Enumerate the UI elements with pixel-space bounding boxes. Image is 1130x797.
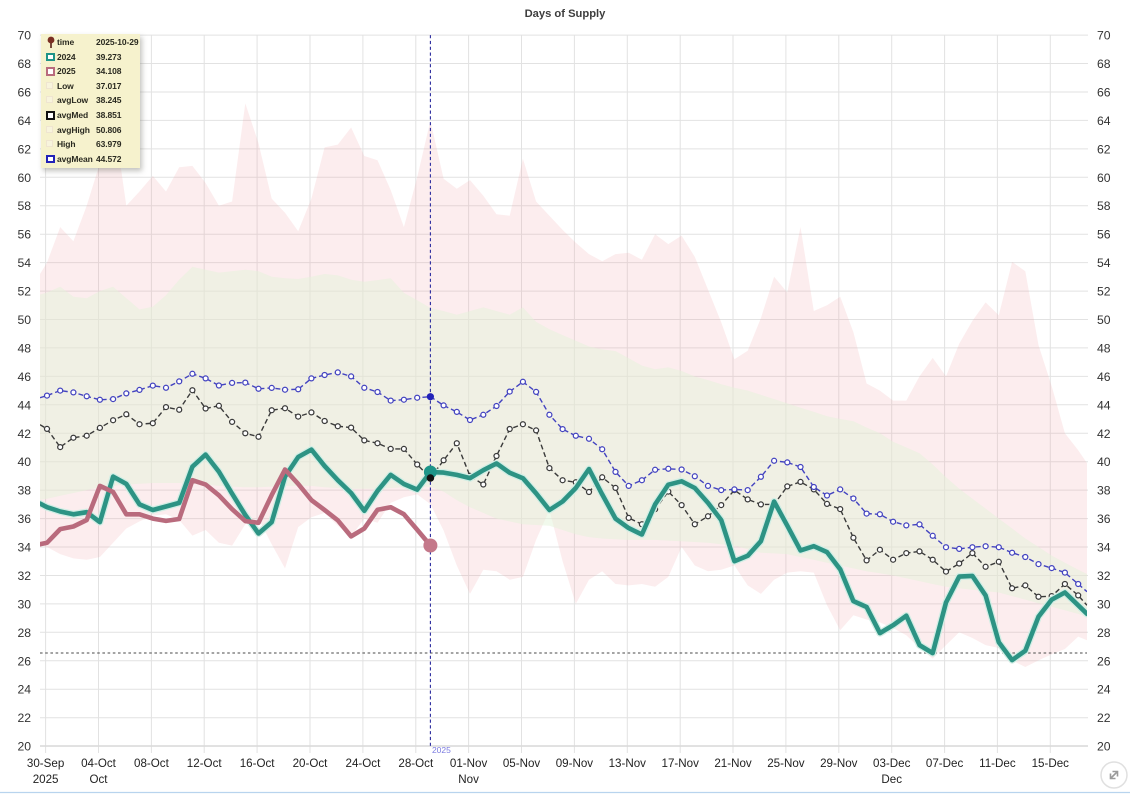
svg-text:20-Oct: 20-Oct — [293, 757, 329, 770]
svg-text:50: 50 — [17, 313, 31, 327]
svg-text:Nov: Nov — [458, 773, 479, 786]
svg-text:30: 30 — [1097, 597, 1111, 611]
svg-text:44: 44 — [17, 398, 31, 412]
svg-text:34: 34 — [17, 541, 31, 555]
svg-text:62: 62 — [17, 142, 31, 156]
svg-text:34: 34 — [1097, 541, 1111, 555]
svg-text:50: 50 — [1097, 313, 1111, 327]
svg-text:52: 52 — [1097, 285, 1111, 299]
svg-text:22: 22 — [1097, 711, 1111, 725]
svg-text:60: 60 — [1097, 171, 1111, 185]
svg-text:26: 26 — [17, 654, 31, 668]
svg-text:58: 58 — [1097, 199, 1111, 213]
svg-text:12-Oct: 12-Oct — [187, 757, 223, 770]
svg-text:2025: 2025 — [432, 745, 451, 755]
svg-text:64: 64 — [17, 114, 31, 128]
svg-text:03-Dec: 03-Dec — [873, 757, 911, 770]
svg-text:20: 20 — [17, 740, 31, 754]
svg-text:38: 38 — [1097, 484, 1111, 498]
svg-text:46: 46 — [17, 370, 31, 384]
svg-text:70: 70 — [17, 29, 31, 43]
svg-text:16-Oct: 16-Oct — [240, 757, 276, 770]
svg-text:24-Oct: 24-Oct — [346, 757, 382, 770]
svg-text:62: 62 — [1097, 142, 1111, 156]
svg-text:30-Sep: 30-Sep — [27, 757, 64, 770]
svg-text:70: 70 — [1097, 29, 1111, 43]
svg-text:20: 20 — [1097, 740, 1111, 754]
svg-text:60: 60 — [17, 171, 31, 185]
svg-text:07-Dec: 07-Dec — [926, 757, 964, 770]
svg-text:32: 32 — [17, 569, 31, 583]
svg-text:08-Oct: 08-Oct — [134, 757, 170, 770]
svg-text:17-Nov: 17-Nov — [662, 757, 700, 770]
svg-text:25-Nov: 25-Nov — [767, 757, 805, 770]
svg-text:42: 42 — [1097, 427, 1111, 441]
svg-text:66: 66 — [1097, 86, 1111, 100]
svg-text:68: 68 — [17, 57, 31, 71]
svg-text:Dec: Dec — [881, 773, 902, 786]
svg-text:21-Nov: 21-Nov — [714, 757, 752, 770]
svg-text:2025: 2025 — [33, 773, 59, 786]
svg-text:13-Nov: 13-Nov — [609, 757, 647, 770]
svg-text:09-Nov: 09-Nov — [556, 757, 594, 770]
svg-text:38: 38 — [17, 484, 31, 498]
svg-text:52: 52 — [17, 285, 31, 299]
svg-text:11-Dec: 11-Dec — [979, 757, 1016, 770]
svg-text:05-Nov: 05-Nov — [503, 757, 541, 770]
svg-text:22: 22 — [17, 711, 31, 725]
svg-text:54: 54 — [1097, 256, 1111, 270]
svg-text:44: 44 — [1097, 398, 1111, 412]
svg-text:28-Oct: 28-Oct — [398, 757, 434, 770]
svg-text:48: 48 — [17, 341, 31, 355]
svg-text:15-Dec: 15-Dec — [1032, 757, 1070, 770]
svg-text:Oct: Oct — [89, 773, 108, 786]
svg-text:Days of Supply: Days of Supply — [525, 8, 607, 20]
svg-text:48: 48 — [1097, 341, 1111, 355]
svg-text:56: 56 — [1097, 228, 1111, 242]
svg-text:29-Nov: 29-Nov — [820, 757, 858, 770]
svg-text:54: 54 — [17, 256, 31, 270]
svg-text:40: 40 — [1097, 455, 1111, 469]
svg-text:68: 68 — [1097, 57, 1111, 71]
svg-text:66: 66 — [17, 86, 31, 100]
svg-text:24: 24 — [1097, 683, 1111, 697]
svg-text:26: 26 — [1097, 654, 1111, 668]
svg-text:28: 28 — [1097, 626, 1111, 640]
svg-text:01-Nov: 01-Nov — [450, 757, 488, 770]
svg-text:30: 30 — [17, 597, 31, 611]
svg-text:40: 40 — [17, 455, 31, 469]
svg-text:56: 56 — [17, 228, 31, 242]
svg-text:36: 36 — [1097, 512, 1111, 526]
svg-text:58: 58 — [17, 199, 31, 213]
svg-text:42: 42 — [17, 427, 31, 441]
svg-text:24: 24 — [17, 683, 31, 697]
svg-text:28: 28 — [17, 626, 31, 640]
svg-text:32: 32 — [1097, 569, 1111, 583]
svg-text:64: 64 — [1097, 114, 1111, 128]
svg-text:04-Oct: 04-Oct — [81, 757, 117, 770]
svg-text:46: 46 — [1097, 370, 1111, 384]
svg-text:36: 36 — [17, 512, 31, 526]
